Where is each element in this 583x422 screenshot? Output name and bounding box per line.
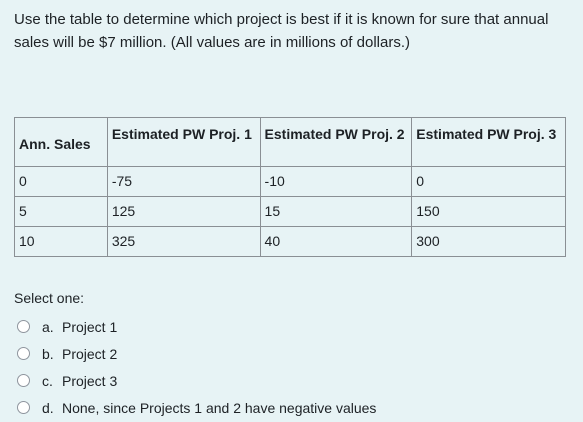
table-cell: 325: [106, 226, 261, 257]
pw-table: Ann. Sales Estimated PW Proj. 1 Estimate…: [14, 117, 566, 257]
select-one-label: Select one:: [14, 290, 85, 306]
option-text[interactable]: Project 1: [62, 318, 118, 335]
option-letter: c.: [42, 372, 53, 389]
table-header-row: Ann. Sales Estimated PW Proj. 1 Estimate…: [14, 117, 566, 167]
header-proj-1: Estimated PW Proj. 1: [106, 117, 261, 167]
header-proj-3: Estimated PW Proj. 3: [411, 117, 566, 167]
option-text[interactable]: Project 3: [62, 372, 118, 389]
table-row: 10 325 40 300: [14, 226, 566, 257]
table-cell: 10: [14, 226, 108, 257]
option-d[interactable]: d. None, since Projects 1 and 2 have neg…: [17, 394, 376, 421]
radio-button[interactable]: [17, 401, 30, 414]
table-cell: 5: [14, 196, 108, 227]
option-letter: a.: [42, 318, 54, 335]
table-cell: 150: [411, 196, 566, 227]
option-a[interactable]: a. Project 1: [17, 313, 376, 340]
table-cell: -10: [259, 166, 413, 197]
option-letter: d.: [42, 399, 54, 416]
radio-button[interactable]: [17, 347, 30, 360]
table-cell: 125: [106, 196, 261, 227]
table-cell: 0: [14, 166, 108, 197]
table-row: 5 125 15 150: [14, 196, 566, 227]
header-proj-2: Estimated PW Proj. 2: [259, 117, 413, 167]
option-b[interactable]: b. Project 2: [17, 340, 376, 367]
option-letter: b.: [42, 345, 54, 362]
radio-button[interactable]: [17, 374, 30, 387]
table-cell: 15: [259, 196, 413, 227]
table-cell: 40: [259, 226, 413, 257]
option-text[interactable]: None, since Projects 1 and 2 have negati…: [62, 399, 377, 416]
table-cell: 0: [411, 166, 566, 197]
question-text: Use the table to determine which project…: [14, 11, 549, 51]
table-cell: 300: [411, 226, 566, 257]
option-c[interactable]: c. Project 3: [17, 367, 376, 394]
radio-button[interactable]: [17, 320, 30, 333]
header-ann-sales: Ann. Sales: [14, 117, 108, 167]
table-row: 0 -75 -10 0: [14, 166, 566, 197]
answer-options: a. Project 1 b. Project 2 c. Project 3 d…: [17, 313, 376, 421]
option-text[interactable]: Project 2: [62, 345, 118, 362]
table-cell: -75: [106, 166, 261, 197]
